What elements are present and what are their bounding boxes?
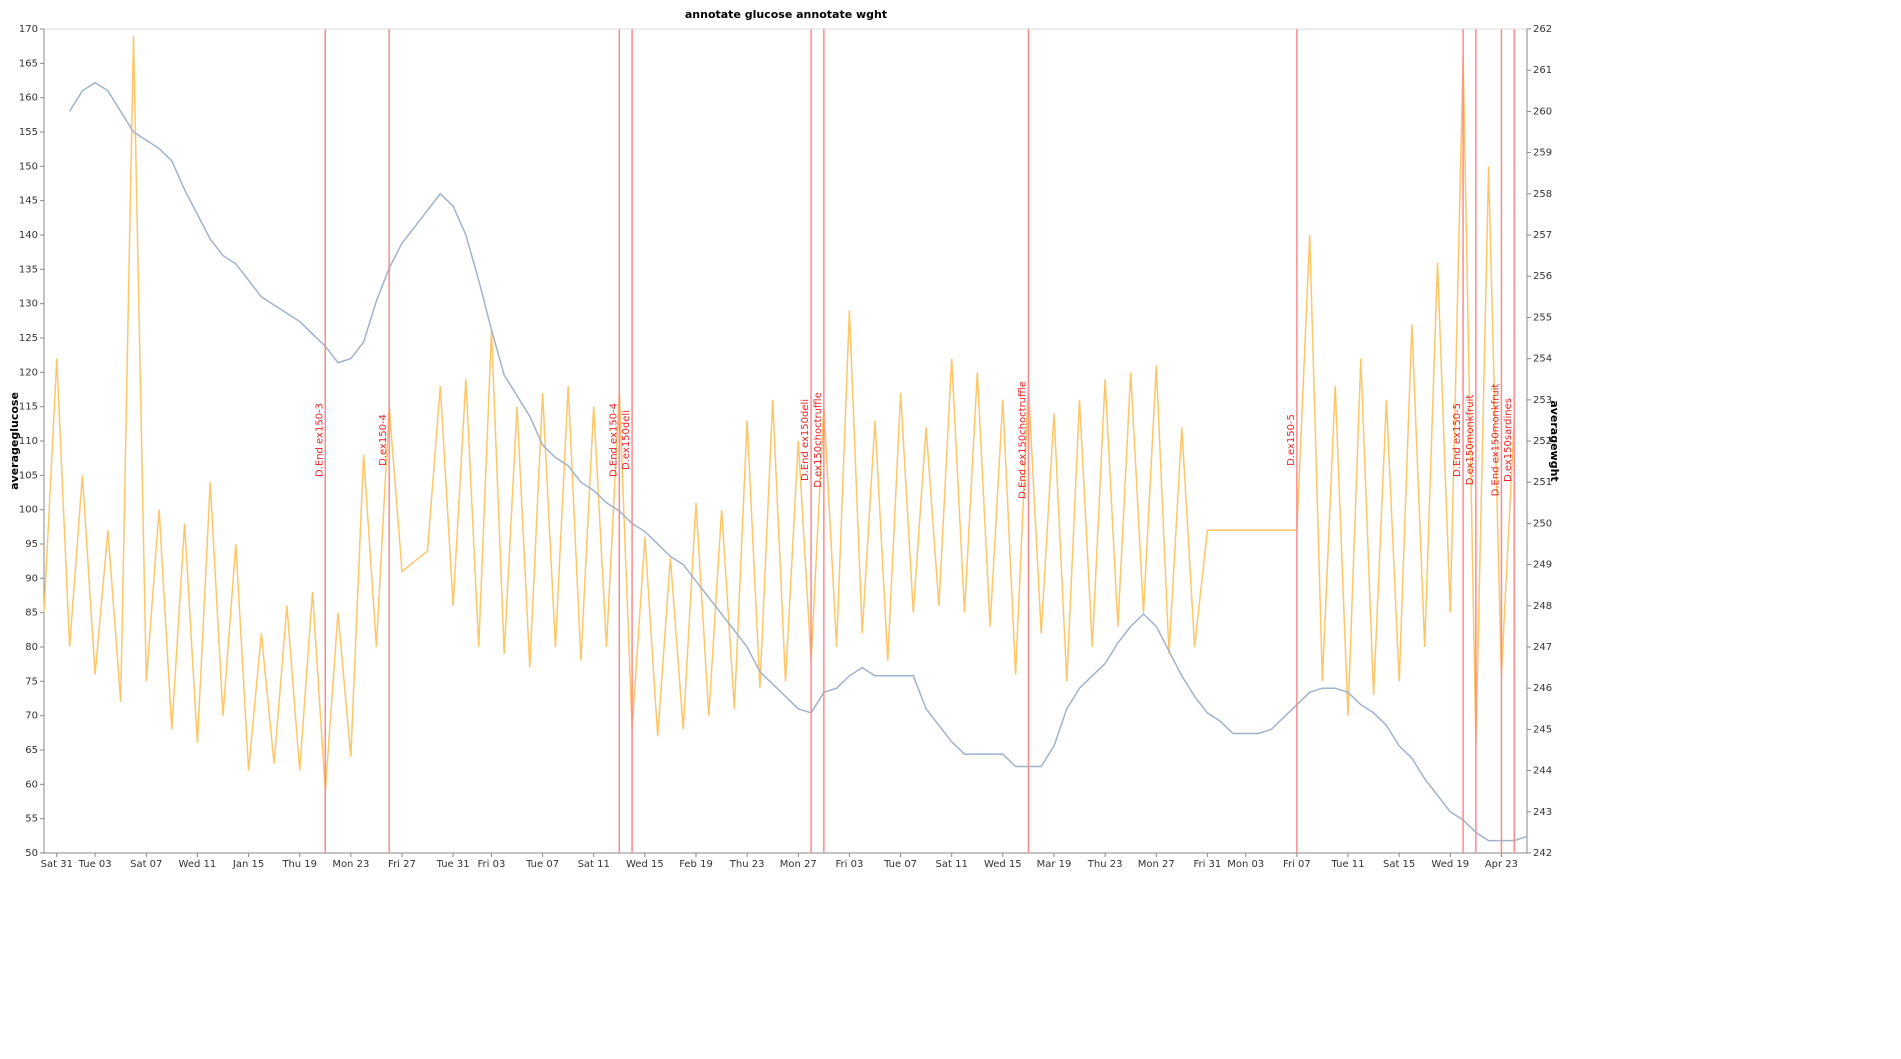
x-tick-label: Mon 03 [1227, 859, 1264, 870]
y-tick-label: 90 [25, 573, 38, 584]
line-series [43, 35, 1515, 792]
x-tick-label: Sat 07 [130, 859, 162, 870]
y-axis-title: averageglucose [8, 392, 21, 490]
x-tick-label: Mar 19 [1037, 859, 1072, 870]
y2-tick-label: 251 [1533, 477, 1552, 488]
y-tick-label: 55 [25, 814, 38, 825]
y2-tick-label: 249 [1533, 560, 1552, 571]
annotation-label: D.End ex150choctruffle [1017, 381, 1028, 499]
x-tick-label: Fri 03 [836, 859, 864, 870]
y-tick-label: 145 [19, 196, 38, 207]
annotation-label: D.ex150-5 [1286, 414, 1297, 466]
y-tick-label: 120 [19, 367, 38, 378]
annotation-label: D.End ex150-4 [608, 403, 619, 477]
x-tick-label: Wed 11 [179, 859, 217, 870]
y2-tick-label: 261 [1533, 65, 1552, 76]
x-tick-label: Tue 07 [883, 859, 917, 870]
x-tick-label: Tue 07 [525, 859, 559, 870]
x-tick-label: Wed 15 [984, 859, 1022, 870]
x-tick-label: Thu 23 [1087, 859, 1123, 870]
y-tick-label: 165 [19, 58, 38, 69]
y2-tick-label: 248 [1533, 601, 1552, 612]
y2-tick-label: 255 [1533, 312, 1552, 323]
y2-tick-label: 243 [1533, 807, 1552, 818]
y-tick-label: 155 [19, 127, 38, 138]
annotation-label: D.End ex150-3 [314, 403, 325, 477]
y2-tick-label: 246 [1533, 683, 1552, 694]
y-tick-label: 140 [19, 230, 38, 241]
x-tick-label: Sat 11 [936, 859, 968, 870]
annotation-label: D.End ex150monkfruit [1490, 384, 1501, 497]
x-tick-label: Fri 03 [478, 859, 506, 870]
x-tick-label: Fri 31 [1193, 859, 1221, 870]
y2-tick-label: 242 [1533, 848, 1552, 859]
x-tick-label: Wed 15 [626, 859, 664, 870]
x-tick-label: Thu 19 [281, 859, 317, 870]
x-tick-label: Fri 27 [388, 859, 416, 870]
y-tick-label: 75 [25, 676, 38, 687]
y2-tick-label: 244 [1533, 766, 1552, 777]
x-tick-label: Thu 23 [729, 859, 765, 870]
annotation-label: D.ex150monkfruit [1465, 395, 1476, 486]
annotation-label: D.ex150-4 [378, 414, 389, 466]
y2-tick-label: 256 [1533, 271, 1552, 282]
x-tick-label: Sat 31 [41, 859, 73, 870]
y2-tick-label: 259 [1533, 148, 1552, 159]
y2-tick-label: 250 [1533, 518, 1552, 529]
y-tick-label: 50 [25, 848, 38, 859]
x-tick-label: Mon 27 [1138, 859, 1175, 870]
line-series [68, 81, 1528, 842]
x-tick-label: Feb 19 [679, 859, 713, 870]
y2-tick-label: 257 [1533, 230, 1552, 241]
x-tick-label: Jan 15 [232, 859, 264, 870]
annotation-label: D.End ex150-5 [1452, 403, 1463, 477]
x-tick-label: Sat 15 [1383, 859, 1415, 870]
y-tick-label: 65 [25, 745, 38, 756]
y-tick-label: 80 [25, 642, 38, 653]
y2-tick-label: 252 [1533, 436, 1552, 447]
x-tick-label: Tue 31 [436, 859, 470, 870]
y-tick-label: 85 [25, 608, 38, 619]
y-tick-label: 105 [19, 470, 38, 481]
y-tick-label: 160 [19, 93, 38, 104]
y2-tick-label: 262 [1533, 24, 1552, 35]
x-tick-label: Mon 27 [780, 859, 817, 870]
y-tick-label: 125 [19, 333, 38, 344]
y2-tick-label: 260 [1533, 106, 1552, 117]
y2-tick-label: 245 [1533, 724, 1552, 735]
y-tick-label: 150 [19, 161, 38, 172]
x-tick-label: Mon 23 [332, 859, 369, 870]
y2-tick-label: 254 [1533, 354, 1552, 365]
x-tick-label: Tue 03 [78, 859, 112, 870]
y-tick-label: 60 [25, 779, 38, 790]
y-tick-label: 70 [25, 711, 38, 722]
y-tick-label: 110 [19, 436, 38, 447]
x-tick-label: Apr 23 [1485, 859, 1518, 870]
y-tick-label: 170 [19, 24, 38, 35]
y2-tick-label: 258 [1533, 189, 1552, 200]
annotation-label: D.ex150sardines [1503, 398, 1514, 482]
annotation-label: D.ex150choctruffle [813, 392, 824, 488]
plot-frame [43, 28, 1528, 854]
y-tick-label: 115 [19, 402, 38, 413]
x-tick-label: Sat 11 [578, 859, 610, 870]
y-tick-label: 130 [19, 299, 38, 310]
y-tick-label: 95 [25, 539, 38, 550]
chart-title: annotate glucose annotate wght [685, 8, 887, 21]
annotation-label: D.End ex150deli [800, 399, 811, 481]
y-tick-label: 100 [19, 505, 38, 516]
y2-axis-title: averagewght [1548, 400, 1561, 481]
x-tick-label: Wed 19 [1431, 859, 1469, 870]
y2-tick-label: 253 [1533, 395, 1552, 406]
annotation-label: D.ex150deli [621, 410, 632, 470]
x-tick-label: Tue 11 [1331, 859, 1365, 870]
y-tick-label: 135 [19, 264, 38, 275]
x-tick-label: Fri 07 [1283, 859, 1311, 870]
y2-tick-label: 247 [1533, 642, 1552, 653]
